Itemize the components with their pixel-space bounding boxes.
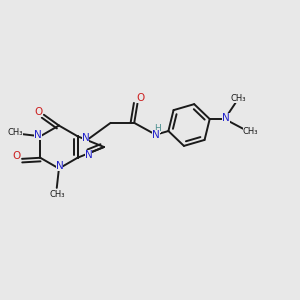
Text: N: N [152,130,160,140]
Text: CH₃: CH₃ [49,190,64,199]
Text: N: N [56,161,63,171]
Text: CH₃: CH₃ [243,127,258,136]
Text: O: O [34,107,43,117]
Text: CH₃: CH₃ [8,128,23,137]
Text: N: N [222,113,230,123]
Text: O: O [13,151,21,161]
Text: O: O [136,93,145,103]
Text: N: N [85,150,92,161]
Text: H: H [154,124,160,133]
Text: CH₃: CH₃ [231,94,246,103]
Text: N: N [34,130,42,140]
Text: N: N [82,133,89,143]
